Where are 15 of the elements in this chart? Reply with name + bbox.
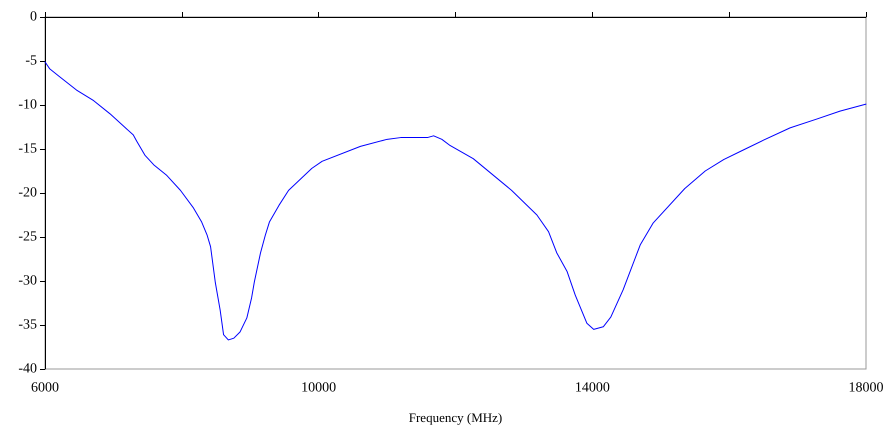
y-tick-label: -40 (18, 362, 37, 376)
y-tick-label: -20 (18, 186, 37, 200)
x-tick-label: 14000 (574, 380, 610, 396)
y-tick-label: -15 (18, 142, 37, 156)
y-tick-label: -5 (25, 54, 37, 68)
x-tick-label: 18000 (848, 380, 884, 396)
x-axis-title: Frequency (MHz) (408, 410, 502, 425)
line-series (44, 61, 866, 340)
y-tick-label: -35 (18, 318, 37, 332)
y-tick-label: -30 (18, 274, 37, 288)
y-tick-label: -25 (18, 230, 37, 244)
y-tick-label: -10 (18, 98, 37, 112)
x-tick-label: 10000 (301, 380, 336, 396)
x-tick-label: 6000 (31, 380, 59, 396)
y-tick-label: 0 (30, 10, 37, 24)
